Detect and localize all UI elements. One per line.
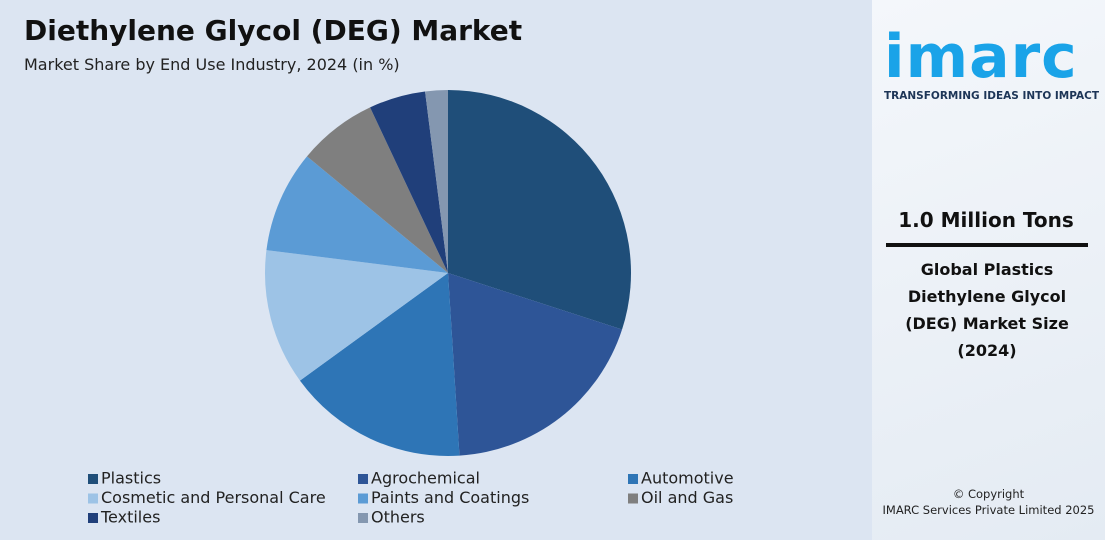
pie-slice (425, 90, 448, 273)
legend-label: Agrochemical (371, 469, 480, 488)
legend-label: Paints and Coatings (371, 488, 529, 507)
pie-slice (448, 90, 631, 330)
pie-slice (306, 107, 448, 273)
pie-slice (448, 273, 623, 456)
pie-slice (266, 156, 448, 273)
legend-swatch (88, 474, 98, 484)
legend-swatch (88, 513, 98, 523)
tagline: TRANSFORMING IDEAS INTO IMPACT (884, 90, 1099, 102)
legend-label: Automotive (641, 469, 734, 488)
legend-swatch (358, 474, 368, 484)
legend-swatch (628, 474, 638, 484)
copyright-text: © Copyright (952, 487, 1025, 501)
pie-slice (299, 273, 460, 456)
copyright: © Copyright IMARC Services Private Limite… (872, 486, 1105, 518)
legend-label: Cosmetic and Personal Care (101, 488, 326, 507)
legend-swatch (628, 493, 638, 504)
legend-label: Others (371, 508, 425, 527)
divider (886, 243, 1088, 247)
pie-slice (370, 91, 448, 273)
description: Global Plastics Diethylene Glycol (DEG) … (905, 260, 1069, 360)
legend-label: Textiles (100, 508, 160, 527)
legend-swatch (358, 513, 368, 523)
chart: Plastics Agrochemical Automotive Cosmetic a… (88, 90, 734, 527)
logo: imarc (884, 22, 1078, 92)
legend-swatch (358, 493, 368, 504)
legend-label: Plastics (101, 469, 161, 488)
sidebar: imarc TRANSFORMING IDEAS INTO IMPACT 1.0… (872, 0, 1105, 540)
chart-panel: Diethylene Glycol (DEG) Market Market Sh… (0, 0, 872, 540)
company: IMARC Services Private Limited 2025 (882, 503, 1095, 517)
chart-subtitle: Market Share by End Use Industry, 2024 (… (24, 55, 400, 74)
chart-title: Diethylene Glycol (DEG) Market (24, 14, 523, 47)
stat: 1.0 Million Tons (898, 208, 1074, 232)
pie-slice (265, 250, 448, 381)
legend-label: Oil and Gas (641, 488, 733, 507)
legend-swatch (88, 493, 98, 504)
